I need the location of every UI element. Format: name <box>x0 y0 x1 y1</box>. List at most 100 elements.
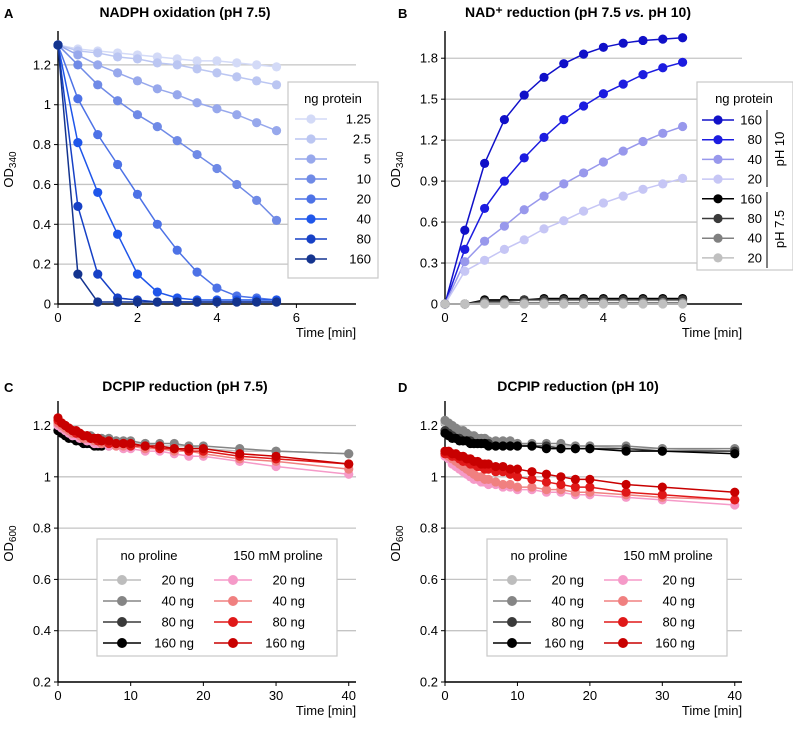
series-150-mm-proline-160-ng <box>53 413 354 469</box>
y-tick-label: 1 <box>431 469 438 484</box>
legend-group-label: pH 10 <box>772 132 787 167</box>
data-point <box>512 482 523 492</box>
data-point <box>638 136 648 147</box>
x-tick-label: 20 <box>196 688 210 703</box>
legend-swatch-marker <box>618 596 628 606</box>
x-tick-label: 10 <box>510 688 524 703</box>
y-tick-label: 0.8 <box>33 137 51 152</box>
chart-title: DCPIP reduction (pH 10) <box>497 378 659 394</box>
y-tick-label: 1 <box>44 469 51 484</box>
data-point <box>730 449 740 459</box>
y-tick-label: 0.6 <box>33 177 51 192</box>
chart-title: NAD⁺ reduction (pH 7.5 vs. pH 10) <box>465 4 691 20</box>
data-point <box>480 255 490 265</box>
panel-letter: B <box>398 6 407 21</box>
data-point <box>198 444 208 454</box>
data-point <box>271 126 282 136</box>
data-point <box>440 299 450 309</box>
data-point <box>152 219 162 229</box>
legend-swatch-marker <box>618 638 628 648</box>
data-point <box>519 153 529 163</box>
x-tick-label: 6 <box>679 310 686 325</box>
y-tick-label: 1 <box>44 97 51 112</box>
data-point <box>585 482 595 492</box>
y-axis-label-sub: 600 <box>8 525 19 542</box>
x-tick-label: 30 <box>655 688 669 703</box>
data-point <box>598 89 609 99</box>
data-point <box>93 297 103 307</box>
data-point <box>113 68 123 78</box>
data-point <box>480 158 490 168</box>
data-point <box>152 58 162 68</box>
data-point <box>638 184 648 194</box>
data-point <box>505 464 515 474</box>
legend-swatch-marker <box>228 596 238 606</box>
data-point <box>541 469 552 479</box>
data-point <box>271 80 282 90</box>
legend-swatch-marker <box>713 233 723 243</box>
data-point <box>460 257 470 267</box>
data-point <box>344 449 354 459</box>
data-point <box>192 64 202 74</box>
data-point <box>519 299 529 309</box>
series-ph-10-20 <box>440 173 688 309</box>
x-axis-label: Time [min] <box>682 703 742 718</box>
legend-label: 40 <box>357 212 371 227</box>
panel-letter: D <box>398 380 407 395</box>
legend-label: 80 <box>748 132 762 147</box>
legend-swatch-marker <box>117 638 127 648</box>
data-point <box>212 283 222 293</box>
data-point <box>73 269 83 279</box>
data-point <box>598 198 609 208</box>
data-point <box>678 33 688 43</box>
y-tick-label: 1.8 <box>420 51 438 66</box>
data-point <box>519 205 529 215</box>
legend-swatch-marker <box>228 575 238 585</box>
data-point <box>621 446 631 456</box>
y-tick-label: 0.6 <box>33 572 51 587</box>
data-point <box>232 72 242 82</box>
y-tick-label: 0 <box>431 297 438 312</box>
data-point <box>618 299 628 309</box>
data-point <box>499 221 509 231</box>
data-point <box>491 461 501 472</box>
data-point <box>539 72 549 82</box>
data-point <box>113 297 123 307</box>
data-point <box>618 191 628 201</box>
legend-label: 80 ng <box>551 615 584 630</box>
data-point <box>132 269 143 279</box>
legend-label: 20 <box>357 192 371 207</box>
legend-swatch-marker <box>507 638 517 648</box>
legend-label: 80 <box>748 211 762 226</box>
legend-swatch-marker <box>306 154 316 164</box>
data-point <box>657 446 667 456</box>
legend-label: 10 <box>357 172 371 187</box>
series-line <box>57 44 278 221</box>
data-point <box>527 467 537 477</box>
legend-group-label: pH 7.5 <box>772 210 787 248</box>
series-line <box>57 44 277 301</box>
data-point <box>570 482 580 492</box>
data-point <box>271 215 282 225</box>
data-point <box>118 438 129 449</box>
legend: no proline 150 mM proline 20 ng 40 ng 80 ng 1… <box>486 538 728 657</box>
legend-label: 80 ng <box>272 615 305 630</box>
legend-swatch-marker <box>117 575 127 585</box>
data-point <box>192 267 202 277</box>
data-point <box>104 436 114 446</box>
legend-title: ng protein <box>715 91 773 106</box>
legend-label: 5 <box>364 152 371 167</box>
data-point <box>579 206 589 216</box>
data-point <box>579 49 589 59</box>
data-point <box>556 444 566 454</box>
data-point <box>212 163 222 174</box>
data-point <box>73 138 83 148</box>
data-point <box>618 79 628 89</box>
legend-label: 80 <box>357 232 371 247</box>
data-point <box>598 42 609 52</box>
data-point <box>541 485 552 495</box>
legend-label: 160 ng <box>544 636 584 651</box>
legend-swatch-marker <box>306 254 316 264</box>
legend-header: no proline <box>120 548 177 563</box>
legend-label: 160 ng <box>265 636 305 651</box>
